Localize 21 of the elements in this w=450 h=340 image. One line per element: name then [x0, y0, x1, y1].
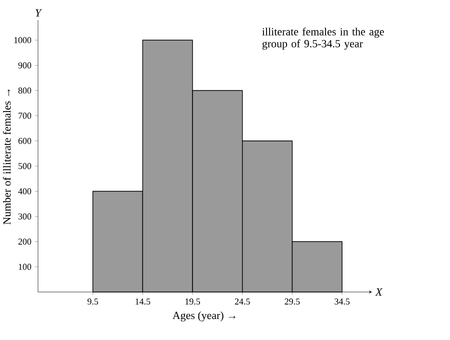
y-tick-label: 100: [18, 264, 32, 270]
y-tick-label: 700: [18, 112, 32, 119]
y-tick-label: 500: [18, 163, 32, 170]
x-tick-label: 24.5: [234, 298, 250, 305]
x-axis-title: Ages (year) →: [172, 311, 236, 322]
x-tick-label: 34.5: [334, 298, 350, 305]
text: Y: [36, 9, 42, 16]
y-axis-title: Number of illiterate females →: [2, 89, 11, 224]
y-tick-label: 800: [18, 87, 32, 94]
x-tick-label: 19.5: [185, 298, 200, 305]
y-tick-label: 600: [18, 138, 32, 144]
x-tick-label: 14.5: [136, 298, 150, 305]
text: X: [375, 288, 383, 296]
y-tick-label: 300: [18, 213, 32, 220]
y-tick-label: 900: [18, 62, 32, 68]
annotation: illiterate females in the age group of 9.5-34.5 year: [262, 28, 384, 50]
y-tick-label: 400: [18, 188, 32, 194]
y-tick-label: 1000: [14, 37, 32, 44]
x-tick-label: 9.5: [88, 298, 98, 305]
x-tick-label: 29.5: [284, 298, 300, 305]
y-tick-label: 200: [18, 238, 32, 245]
